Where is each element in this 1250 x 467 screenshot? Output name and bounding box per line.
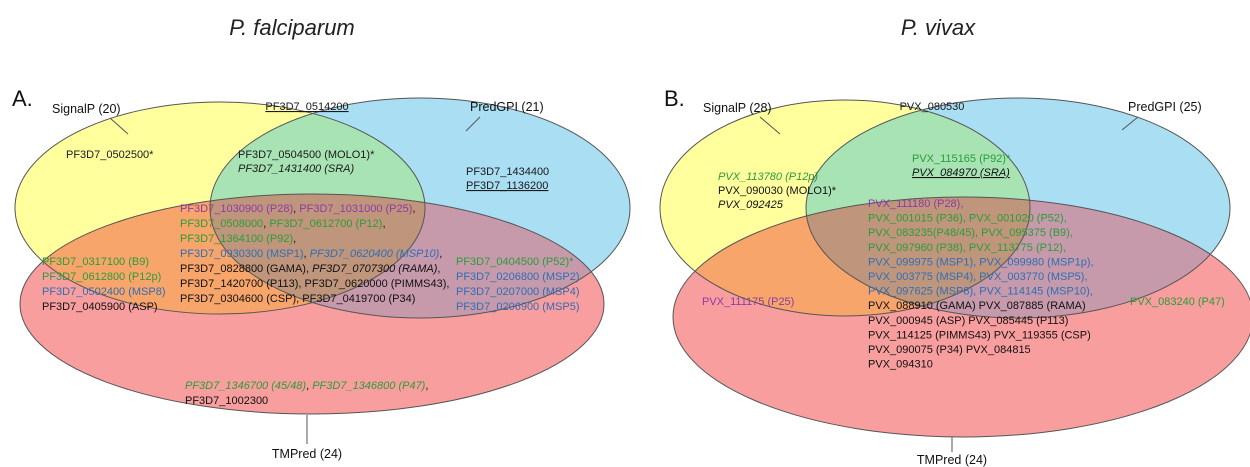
panel-a-signalp-tmpred-4: PF3D7_0405900 (ASP) — [42, 301, 158, 313]
panel-b-venn — [659, 97, 1250, 438]
gene-entry: PVX_099975 (MSP1), PVX_099980 (MSP1p), — [868, 256, 1094, 268]
panel-a-tmpred-label: TMPred (24) — [272, 447, 342, 461]
panel-a-signalp-label: SignalP (20) — [52, 102, 121, 116]
gene-line: PVX_097960 (P38), PVX_113775 (P12), — [868, 242, 1066, 254]
panel-b-letter: B. — [664, 86, 685, 111]
gene-entry: PF3D7_0508000 — [180, 218, 263, 230]
gene-entry: PVX_083235(P48/45), PVX_095375 (B9), — [868, 227, 1073, 239]
gene-line: PVX_003775 (MSP4), PVX_003770 (MSP5), — [868, 271, 1088, 283]
panel-a-signalp-predgpi-1: PF3D7_0504500 (MOLO1)* — [238, 149, 375, 161]
gene-entry: PVX_097960 (P38), PVX_113775 (P12), — [868, 242, 1066, 254]
gene-line: PVX_083235(P48/45), PVX_095375 (B9), — [868, 227, 1073, 239]
gene-line: PVX_088910 (GAMA) PVX_087885 (RAMA) — [868, 300, 1086, 312]
gene-entry: , — [263, 218, 269, 230]
panel-b-outside-top: PVX_080530 — [900, 101, 965, 113]
panel-a-letter: A. — [12, 86, 33, 111]
gene-entry: , — [425, 380, 428, 392]
panel-a-signalp-tmpred-3: PF3D7_0502400 (MSP8) — [42, 286, 166, 298]
panel-a-predgpi-tmpred-4: PF3D7_0206900 (MSP5) — [456, 301, 580, 313]
panel-a-predgpi-tmpred-1: PF3D7_0404500 (P52)* — [456, 256, 574, 268]
panel-a-outside-top: PF3D7_0514200 — [265, 101, 348, 113]
gene-entry: , — [437, 263, 440, 275]
gene-entry: PVX_111180 (P28), — [868, 198, 963, 210]
gene-line: PF3D7_0930300 (MSP1), PF3D7_0620400 (MSP… — [180, 248, 442, 260]
gene-entry: PF3D7_1002300 — [185, 395, 268, 407]
gene-line: PVX_094310 — [868, 359, 933, 371]
gene-line: PF3D7_0304600 (CSP), PF3D7_0419700 (P34) — [180, 293, 415, 305]
gene-entry: PF3D7_1364100 (P92) — [180, 233, 293, 245]
panel-b-signalp-tmpred: PVX_111175 (P25) — [702, 296, 794, 308]
gene-entry: , — [293, 233, 296, 245]
gene-line: PF3D7_0828800 (GAMA), PF3D7_0707300 (RAM… — [180, 263, 440, 275]
panel-a-signalp-tmpred-1: PF3D7_0317100 (B9) — [42, 256, 149, 268]
gene-line: PF3D7_1030900 (P28), PF3D7_1031000 (P25)… — [180, 203, 415, 215]
gene-entry: , — [382, 218, 385, 230]
gene-entry: PF3D7_0707300 (RAMA) — [312, 263, 438, 275]
gene-line: PF3D7_0508000, PF3D7_0612700 (P12), — [180, 218, 386, 230]
gene-line: PVX_114125 (PIMMS43) PVX_119355 (CSP) — [868, 329, 1091, 341]
gene-line: PF3D7_1364100 (P92), — [180, 233, 296, 245]
panel-a-predgpi-label: PredGPI (21) — [470, 100, 544, 114]
gene-entry: PVX_003775 (MSP4), PVX_003770 (MSP5), — [868, 271, 1088, 283]
gene-entry: PF3D7_0620400 (MSP10) — [310, 248, 440, 260]
gene-line: PVX_000945 (ASP) PVX_085445 (P113) — [868, 315, 1068, 327]
region-signalp-tmpred — [673, 197, 1030, 316]
gene-entry: PVX_000945 (ASP) PVX_085445 (P113) — [868, 315, 1068, 327]
panel-b-all-three: PVX_111180 (P28), PVX_001015 (P36), PVX_0… — [868, 198, 1094, 371]
gene-entry: PVX_090075 (P34) PVX_084815 — [868, 344, 1031, 356]
panel-b-predgpi-tmpred: PVX_083240 (P47) — [1130, 296, 1225, 308]
gene-entry: PF3D7_0612700 (P12) — [269, 218, 382, 230]
panel-a-signalp-predgpi-2: PF3D7_1431400 (SRA) — [238, 163, 355, 175]
gene-entry: PF3D7_1346800 (P47) — [312, 380, 425, 392]
title-vivax: P. vivax — [901, 15, 976, 40]
gene-entry: PF3D7_0930300 (MSP1) — [180, 248, 304, 260]
panel-b-signalp-only-1: PVX_113780 (P12p) — [718, 171, 818, 183]
panel-a-venn — [14, 97, 631, 415]
panel-a-predgpi-tmpred-3: PF3D7_0207000 (MSP4) — [456, 286, 580, 298]
gene-line: PVX_097625 (MSP8), PVX_114145 (MSP10), — [868, 286, 1093, 298]
gene-line: PVX_001015 (P36), PVX_001020 (P52), — [868, 213, 1067, 225]
panel-b-predgpi-label: PredGPI (25) — [1128, 100, 1202, 114]
gene-entry: , — [293, 203, 299, 215]
panel-a-tmpred-only: PF3D7_1346700 (45/48), PF3D7_1346800 (P4… — [185, 380, 428, 407]
panel-a-signalp-tmpred-2: PF3D7_0612800 (P12p) — [42, 271, 161, 283]
gene-entry: , — [439, 248, 442, 260]
panel-b-signalp-predgpi-2: PVX_084970 (SRA) — [912, 167, 1010, 179]
gene-entry: PF3D7_1031000 (P25) — [299, 203, 412, 215]
gene-entry: PVX_097625 (MSP8), PVX_114145 (MSP10), — [868, 286, 1093, 298]
title-falciparum: P. falciparum — [229, 15, 355, 40]
panel-b-signalp-only-3: PVX_092425 — [718, 199, 784, 211]
gene-entry: PF3D7_0828800 (GAMA), — [180, 263, 312, 275]
gene-entry: PF3D7_1030900 (P28) — [180, 203, 293, 215]
panel-b-signalp-label: SignalP (28) — [703, 101, 772, 115]
gene-line: PVX_090075 (P34) PVX_084815 — [868, 344, 1031, 356]
panel-a-predgpi-tmpred-2: PF3D7_0206800 (MSP2) — [456, 271, 580, 283]
gene-entry: PVX_094310 — [868, 359, 933, 371]
panel-a-predgpi-only-2: PF3D7_1136200 — [466, 180, 548, 192]
gene-entry: PVX_114125 (PIMMS43) PVX_119355 (CSP) — [868, 329, 1091, 341]
gene-entry: PF3D7_1420700 (P113), PF3D7_0620000 (PIM… — [180, 278, 449, 290]
panel-b-signalp-only-2: PVX_090030 (MOLO1)* — [718, 185, 837, 197]
gene-entry: , — [306, 380, 312, 392]
panel-a-all-three: PF3D7_1030900 (P28), PF3D7_1031000 (P25)… — [180, 203, 449, 305]
gene-entry: PF3D7_1346700 (45/48) — [185, 380, 306, 392]
gene-entry: PVX_088910 (GAMA) PVX_087885 (RAMA) — [868, 300, 1086, 312]
gene-line: PVX_099975 (MSP1), PVX_099980 (MSP1p), — [868, 256, 1094, 268]
gene-entry: , — [304, 248, 310, 260]
panel-b-signalp-predgpi-1: PVX_115165 (P92)* — [912, 153, 1011, 165]
gene-entry: , — [412, 203, 415, 215]
gene-entry: PF3D7_0304600 (CSP), PF3D7_0419700 (P34) — [180, 293, 415, 305]
gene-line: PF3D7_1420700 (P113), PF3D7_0620000 (PIM… — [180, 278, 449, 290]
gene-entry: PVX_001015 (P36), PVX_001020 (P52), — [868, 213, 1067, 225]
panel-b-tmpred-label: TMPred (24) — [917, 453, 987, 467]
gene-line: PVX_111180 (P28), — [868, 198, 963, 210]
panel-a-signalp-only: PF3D7_0502500* — [66, 149, 154, 161]
panel-a-predgpi-only-1: PF3D7_1434400 — [466, 166, 549, 178]
gene-line: PF3D7_1346700 (45/48), PF3D7_1346800 (P4… — [185, 380, 428, 392]
gene-line: PF3D7_1002300 — [185, 395, 268, 407]
